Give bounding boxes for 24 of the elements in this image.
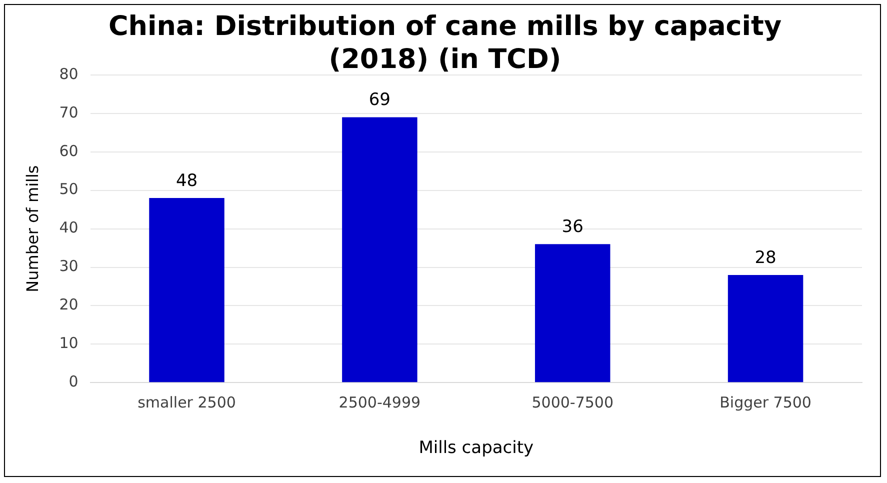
y-tick-label: 40 xyxy=(59,218,78,237)
bar xyxy=(149,198,224,382)
y-tick-label: 70 xyxy=(59,103,78,122)
y-tick-label: 30 xyxy=(59,257,78,276)
x-axis-title: Mills capacity xyxy=(418,438,534,458)
bar xyxy=(342,117,418,382)
x-tick-label: 5000-7500 xyxy=(532,393,614,412)
data-label: 69 xyxy=(368,90,390,110)
y-tick-label: 80 xyxy=(59,64,78,83)
bar xyxy=(728,274,804,382)
y-tick-label: 60 xyxy=(59,142,78,160)
y-tick-label: 50 xyxy=(59,180,78,198)
x-tick-label: smaller 2500 xyxy=(138,393,236,412)
bar xyxy=(534,244,610,382)
y-axis-title: Number of mills xyxy=(22,165,42,292)
y-tick-label: 10 xyxy=(59,334,78,352)
y-tick-label: 20 xyxy=(59,296,78,314)
data-label: 48 xyxy=(176,170,198,191)
y-tick-label: 0 xyxy=(68,372,78,390)
data-label: 36 xyxy=(562,217,584,238)
data-label: 28 xyxy=(754,248,776,268)
x-tick-label: 2500-4999 xyxy=(338,393,421,412)
x-tick-label: Bigger 7500 xyxy=(720,393,812,412)
chart-title: China: Distribution of cane mills by capacity (2018) (in TCD) xyxy=(107,10,783,76)
